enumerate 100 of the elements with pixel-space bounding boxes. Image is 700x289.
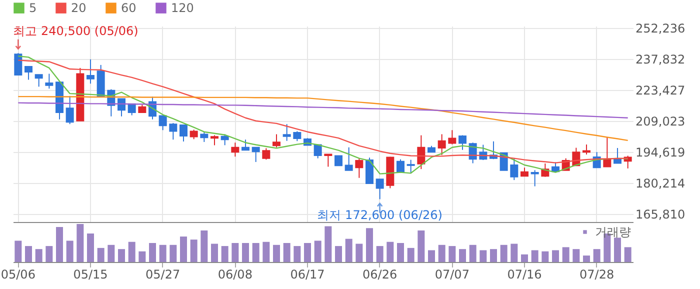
y-tick-label: 209,023 bbox=[636, 114, 686, 128]
bar bbox=[572, 249, 580, 262]
bar bbox=[469, 244, 476, 262]
bar bbox=[76, 224, 84, 262]
candlestick bbox=[272, 134, 280, 148]
candlestick bbox=[220, 134, 229, 146]
candlestick bbox=[252, 146, 260, 162]
candlestick bbox=[66, 95, 74, 125]
legend-label: 거래량 bbox=[595, 225, 631, 239]
bar bbox=[35, 249, 42, 262]
legend-label: 5 bbox=[29, 1, 37, 16]
candlestick bbox=[355, 158, 364, 178]
x-tick-label: 05/27 bbox=[146, 268, 180, 282]
bar bbox=[510, 244, 518, 262]
candlestick bbox=[180, 124, 188, 142]
legend-label: 20 bbox=[71, 1, 86, 16]
candlestick bbox=[458, 134, 466, 150]
bar bbox=[87, 234, 94, 262]
bar bbox=[386, 242, 394, 262]
x-tick-label: 07/28 bbox=[580, 268, 614, 282]
candlestick bbox=[344, 146, 353, 171]
bar bbox=[25, 246, 32, 262]
bar bbox=[562, 247, 570, 262]
candlestick bbox=[262, 148, 270, 160]
candlestick bbox=[614, 147, 622, 164]
bar bbox=[438, 244, 446, 262]
bar bbox=[128, 242, 136, 262]
x-tick-label: 07/07 bbox=[434, 268, 470, 282]
candlestick bbox=[169, 122, 178, 140]
candlestick bbox=[376, 178, 384, 200]
candlestick bbox=[210, 134, 218, 146]
candlestick bbox=[582, 144, 590, 155]
bar bbox=[46, 246, 53, 262]
bar bbox=[66, 240, 74, 262]
candlestick bbox=[242, 139, 250, 151]
bar bbox=[428, 250, 435, 262]
candlestick bbox=[45, 73, 54, 90]
bar bbox=[500, 244, 508, 262]
candlestick bbox=[293, 130, 302, 142]
bar bbox=[593, 249, 600, 262]
x-tick-label: 07/16 bbox=[507, 268, 542, 282]
candlestick bbox=[231, 142, 240, 158]
bar bbox=[366, 228, 373, 262]
candlestick bbox=[190, 129, 198, 140]
bar bbox=[304, 243, 311, 262]
candlestick bbox=[530, 170, 539, 187]
bar bbox=[56, 227, 63, 262]
bar bbox=[294, 246, 301, 262]
candlestick bbox=[314, 144, 322, 159]
bar bbox=[242, 243, 249, 262]
x-tick-label: 06/08 bbox=[218, 268, 252, 282]
bar bbox=[149, 243, 156, 262]
bar bbox=[314, 240, 322, 262]
candlestick bbox=[603, 136, 612, 168]
bar bbox=[262, 242, 270, 262]
bar bbox=[614, 238, 621, 262]
bar bbox=[159, 244, 166, 262]
candlestick bbox=[510, 158, 518, 181]
x-tick-label: 06/26 bbox=[362, 268, 398, 282]
bar bbox=[448, 246, 456, 262]
bar bbox=[490, 249, 497, 262]
bar bbox=[108, 244, 115, 262]
x-tick-label: 06/17 bbox=[290, 268, 325, 282]
candlestick bbox=[24, 66, 32, 80]
candlestick bbox=[334, 155, 342, 166]
bar bbox=[356, 244, 363, 262]
bar bbox=[273, 244, 280, 262]
candlestick bbox=[34, 74, 43, 88]
y-tick-label: 252,236 bbox=[636, 21, 686, 36]
bar bbox=[211, 244, 218, 262]
bar bbox=[376, 246, 384, 262]
y-tick-label: 223,427 bbox=[636, 83, 686, 98]
bar bbox=[335, 246, 342, 262]
y-tick-label: 237,832 bbox=[636, 52, 686, 66]
candlestick bbox=[438, 134, 446, 156]
bar bbox=[583, 256, 590, 262]
candlestick bbox=[200, 131, 208, 142]
candlestick bbox=[282, 124, 291, 142]
annotation: 최저 172,600 (06/26) bbox=[317, 208, 442, 222]
bar bbox=[180, 236, 187, 262]
bar bbox=[170, 244, 177, 262]
candlestick bbox=[417, 134, 426, 170]
bar bbox=[232, 243, 239, 262]
candlestick bbox=[448, 130, 456, 145]
bar bbox=[324, 226, 332, 262]
bar bbox=[138, 251, 146, 262]
bar bbox=[542, 251, 549, 262]
bar bbox=[531, 250, 538, 262]
bar bbox=[459, 249, 466, 262]
bar bbox=[397, 243, 404, 262]
candlestick bbox=[366, 157, 374, 184]
candlestick bbox=[396, 158, 404, 173]
bar bbox=[190, 240, 198, 262]
bar bbox=[200, 230, 208, 262]
bar bbox=[521, 254, 528, 262]
bar bbox=[345, 238, 352, 262]
bar bbox=[118, 249, 125, 262]
candlestick bbox=[158, 115, 167, 131]
bar bbox=[283, 243, 290, 262]
bar bbox=[97, 248, 104, 262]
